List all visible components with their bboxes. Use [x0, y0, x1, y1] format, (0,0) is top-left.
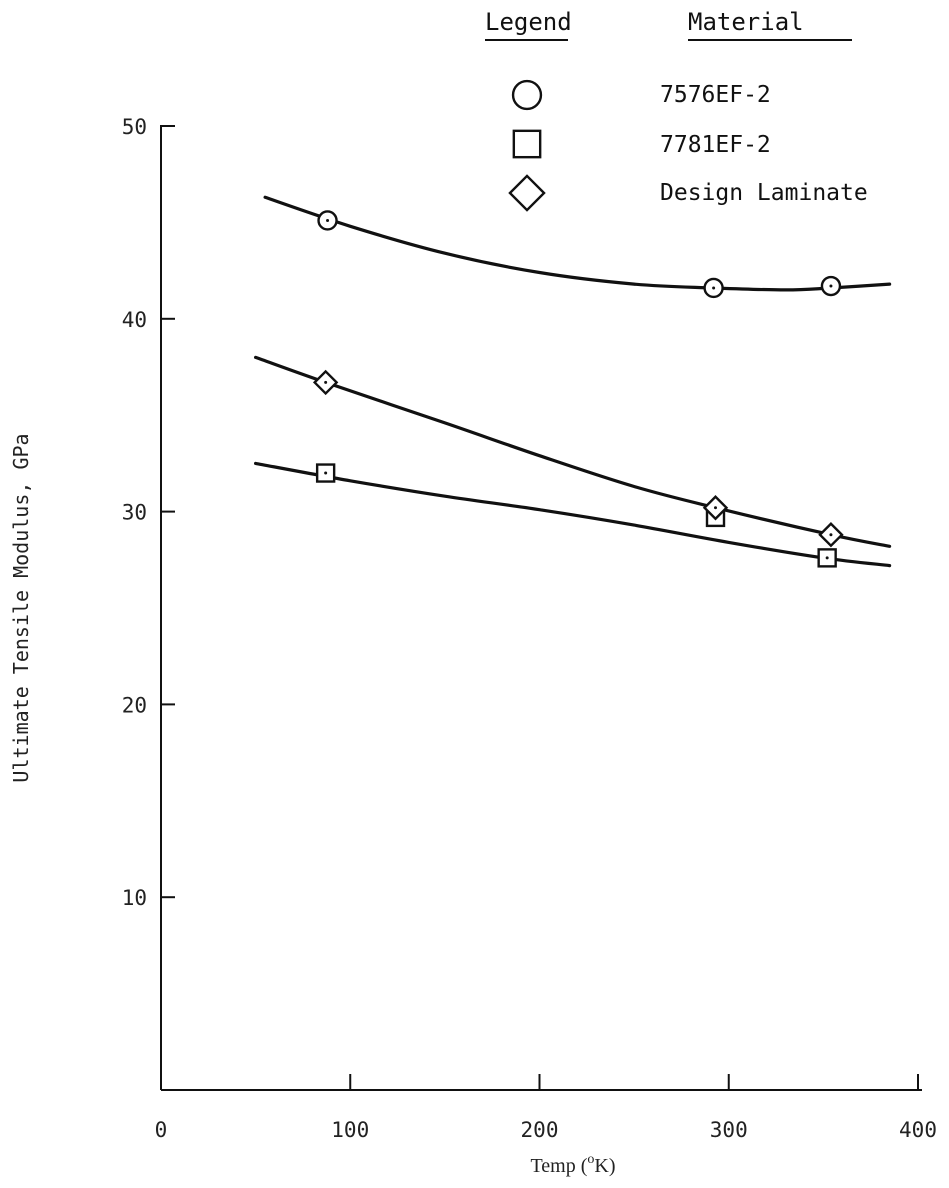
- fit-curve-design-laminate: [254, 355, 892, 548]
- y-tick-label-10: 10: [122, 886, 147, 910]
- data-point-dot-design-laminate-0: [324, 380, 328, 384]
- data-point-dot-design-laminate-1: [714, 506, 718, 510]
- fit-curve-7576ef-2: [263, 195, 892, 292]
- y-tick-label-40: 40: [122, 308, 147, 332]
- legend-label-design-laminate: Design Laminate: [660, 180, 868, 206]
- data-point-dot-7576ef-2-1: [712, 286, 716, 290]
- data-point-dot-design-laminate-2: [829, 533, 833, 537]
- legend-header-symbol: Legend: [485, 8, 572, 36]
- y-axis-title: Ultimate Tensile Modulus, GPa: [9, 433, 33, 782]
- legend-label-7781ef-2: 7781EF-2: [660, 132, 771, 158]
- data-point-dot-7781ef-2-2: [825, 556, 829, 560]
- fit-curve-7781ef-2: [254, 461, 892, 568]
- y-tick-label-50: 50: [122, 115, 147, 139]
- x-tick-label-200: 200: [521, 1118, 559, 1142]
- x-tick-label-400: 400: [899, 1118, 937, 1142]
- x-tick-label-300: 300: [710, 1118, 748, 1142]
- data-point-dot-7576ef-2-0: [326, 218, 330, 222]
- x-axis-title: Temp (oK): [530, 1152, 615, 1177]
- y-tick-label-20: 20: [122, 693, 147, 717]
- data-markers: [312, 210, 844, 568]
- legend-label-7576ef-2: 7576EF-2: [660, 82, 771, 108]
- fit-curves: [254, 195, 892, 568]
- data-point-dot-7576ef-2-2: [829, 284, 833, 288]
- axis-ticks: 0 100 200 300 400 10 20 30 40 50: [122, 115, 937, 1142]
- legend: 7576EF-2 7781EF-2 Design Laminate: [508, 79, 868, 212]
- legend-marker-design-laminate: [508, 174, 546, 212]
- legend-marker-7781ef-2: [512, 129, 542, 159]
- data-point-dot-7781ef-2-0: [324, 471, 328, 475]
- y-tick-label-30: 30: [122, 501, 147, 525]
- x-tick-label-0: 0: [155, 1118, 168, 1142]
- legend-header-material: Material: [688, 8, 804, 36]
- legend-marker-7576ef-2: [511, 79, 543, 111]
- x-tick-label-100: 100: [331, 1118, 369, 1142]
